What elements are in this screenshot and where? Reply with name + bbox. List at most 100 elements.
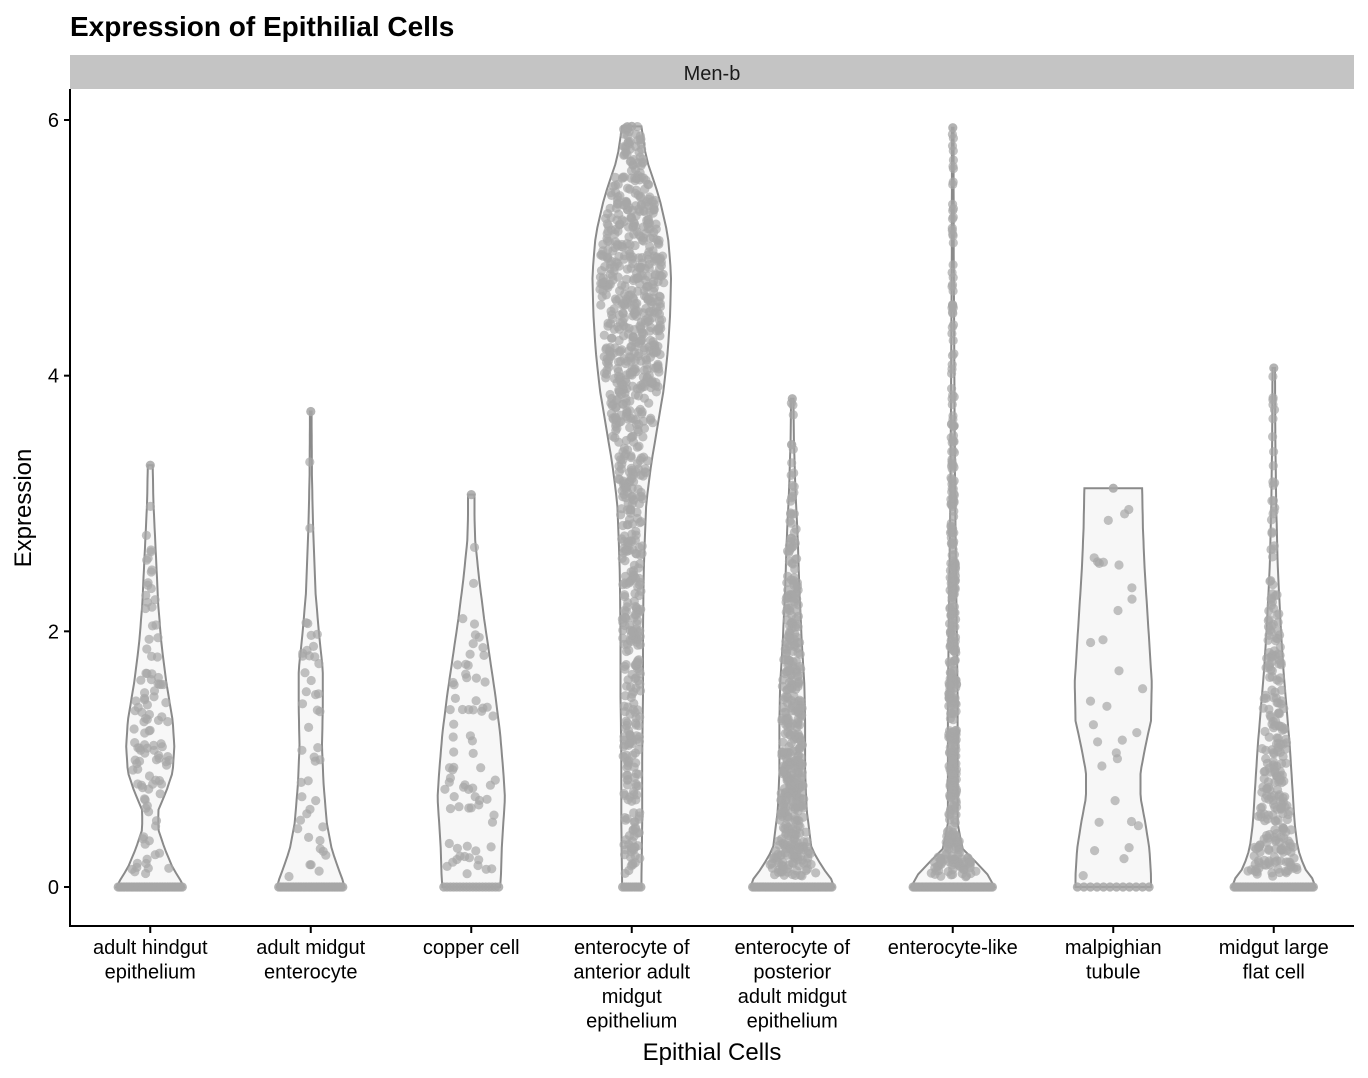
data-point (625, 240, 635, 250)
data-point (1279, 833, 1289, 843)
data-point (1308, 882, 1318, 892)
data-point (482, 702, 492, 712)
data-point (793, 611, 804, 622)
data-point (648, 337, 658, 347)
data-point (157, 712, 167, 722)
data-point (1090, 846, 1100, 856)
data-point (954, 845, 964, 855)
data-point (1278, 822, 1288, 833)
data-point (452, 843, 462, 853)
data-point (631, 548, 641, 559)
data-point (948, 308, 958, 318)
x-tick-label: adult midgut enterocyte (256, 937, 365, 984)
data-point (795, 744, 805, 754)
data-point (794, 670, 804, 681)
data-point (452, 854, 462, 865)
data-point (1260, 690, 1271, 700)
data-point (944, 657, 954, 667)
data-point (634, 814, 644, 824)
chart-title: Expression of Epithilial Cells (70, 11, 454, 42)
data-point (780, 655, 790, 665)
data-point (948, 430, 959, 441)
data-point (630, 707, 640, 717)
data-point (620, 482, 631, 492)
data-point (444, 838, 454, 849)
data-point (621, 435, 631, 446)
data-point (618, 625, 628, 635)
data-point (151, 775, 161, 785)
data-point (617, 553, 627, 564)
data-point (617, 280, 627, 290)
x-ticks: adult hindgut epithelium adult midgut enter… (93, 926, 1329, 1033)
data-point (150, 850, 160, 860)
data-point (624, 323, 634, 333)
data-point (827, 882, 837, 892)
data-point (442, 861, 452, 872)
data-point (612, 215, 622, 225)
data-point (623, 536, 634, 547)
data-point (141, 868, 151, 879)
data-point (1127, 594, 1137, 604)
data-point (599, 277, 609, 287)
data-point (622, 775, 633, 785)
data-point (778, 747, 788, 757)
data-point (1269, 646, 1279, 656)
data-point (641, 292, 652, 302)
data-point (947, 384, 957, 394)
data-point (611, 426, 621, 436)
data-point (314, 659, 324, 669)
data-point (618, 308, 628, 318)
data-point (142, 700, 152, 710)
data-point (643, 250, 653, 260)
data-point (625, 406, 635, 416)
data-point (625, 730, 635, 740)
data-point (297, 699, 308, 709)
data-point (471, 673, 481, 683)
data-point (1269, 405, 1280, 415)
data-point (631, 141, 641, 151)
data-point (949, 392, 959, 402)
data-point (1267, 868, 1277, 878)
data-point (787, 858, 798, 868)
data-point (474, 795, 485, 806)
data-point (1086, 637, 1096, 648)
data-point (947, 608, 957, 618)
data-point (788, 776, 798, 786)
data-point (469, 578, 479, 589)
data-point (944, 836, 954, 847)
data-point (640, 464, 650, 474)
data-point (136, 675, 146, 685)
data-point (618, 298, 628, 309)
data-point (306, 630, 316, 641)
data-point (643, 456, 653, 466)
x-tick-label: midgut large flat cell (1219, 937, 1329, 984)
data-point (295, 815, 306, 825)
data-point (936, 871, 946, 881)
data-point (304, 722, 314, 733)
data-point (1270, 825, 1280, 835)
data-point (318, 822, 328, 832)
data-point (948, 229, 958, 239)
data-point (1274, 609, 1284, 619)
data-point (641, 377, 651, 387)
data-point (1118, 882, 1128, 892)
data-point (596, 300, 606, 310)
data-point (628, 381, 638, 391)
data-point (305, 457, 315, 467)
data-point (480, 677, 490, 687)
data-point (1270, 836, 1280, 846)
data-point (779, 707, 790, 717)
data-point (141, 590, 151, 601)
data-point (462, 841, 472, 851)
data-point (948, 123, 958, 133)
data-point (651, 363, 661, 373)
data-point (312, 705, 322, 715)
data-point (151, 620, 161, 630)
data-point (795, 732, 805, 743)
data-point (141, 713, 151, 724)
data-point (473, 860, 483, 871)
data-point (315, 755, 325, 765)
data-point (775, 815, 785, 825)
data-point (629, 698, 639, 709)
data-point (1266, 600, 1276, 610)
